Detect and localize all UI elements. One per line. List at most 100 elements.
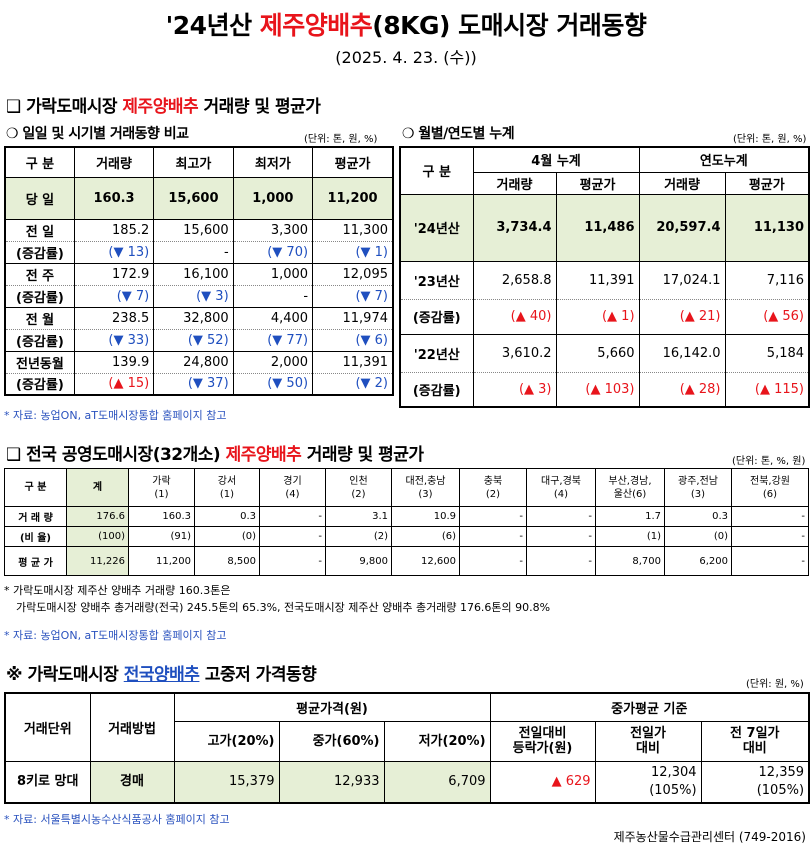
table-row: (증감률) (▲ 40) (▲ 1) (▲ 21) (▲ 56) bbox=[399, 299, 810, 335]
header-avg-price: 평균가 bbox=[555, 172, 640, 195]
cell-value: 1,000 bbox=[232, 263, 314, 286]
cell-value: (2) bbox=[325, 526, 392, 547]
cell-value: 8,700 bbox=[595, 546, 665, 576]
header-total: 계 bbox=[66, 468, 129, 507]
page-title: '24년산 제주양배추(8KG) 도매시장 거래동향 bbox=[165, 11, 647, 40]
cell-value: 2,658.8 bbox=[472, 261, 557, 300]
header-market: 대전,충남 (3) bbox=[391, 468, 460, 507]
cell-value: 16,142.0 bbox=[638, 334, 726, 373]
row-label: 전 일 bbox=[4, 219, 75, 242]
cell-change: (▼ 52) bbox=[153, 329, 234, 352]
table-header-row: 구 분 거래량 최고가 최저가 평균가 bbox=[4, 147, 394, 178]
cell-value: 3,734.4 bbox=[472, 194, 557, 262]
cell-change: (▲ 56) bbox=[724, 299, 810, 335]
row-sublabel: (증감률) bbox=[4, 285, 75, 308]
cell-change: (▼ 37) bbox=[153, 373, 234, 396]
cell-change: (▼ 6) bbox=[312, 329, 394, 352]
cell-value: - bbox=[526, 526, 596, 547]
cell-change: (▼ 77) bbox=[232, 329, 314, 352]
row-label: (비 율) bbox=[4, 526, 67, 547]
header-market: 대구,경북 (4) bbox=[526, 468, 596, 507]
header-category: 구 분 bbox=[4, 147, 75, 178]
cell-value: 0.3 bbox=[194, 506, 260, 527]
row-sublabel: (증감률) bbox=[399, 372, 474, 408]
row-sublabel: (증감률) bbox=[4, 241, 75, 264]
header-market: 부산,경남, 울산(6) bbox=[595, 468, 665, 507]
cell-value: 4,400 bbox=[232, 307, 314, 330]
cell-change: (▲ 103) bbox=[555, 372, 640, 408]
cell-value: 11,974 bbox=[312, 307, 394, 330]
cell-change: - bbox=[232, 285, 314, 308]
cell-prev-day: 12,304 (105%) bbox=[594, 760, 702, 804]
cell-value: - bbox=[259, 526, 326, 547]
table-row: (증감률) (▲ 3) (▲ 103) (▲ 28) (▲ 115) bbox=[399, 372, 810, 408]
table-header-row: 고가(20%) 중가(60%) 저가(20%) 전일대비 등락가(원) 전일가 … bbox=[5, 720, 810, 762]
header-category: 구 분 bbox=[4, 468, 67, 507]
source-note: * 자료: 농업ON, aT도매시장통합 홈페이지 참고 bbox=[4, 629, 227, 642]
cell-value: 5,184 bbox=[724, 334, 810, 373]
cell-value: - bbox=[459, 506, 527, 527]
header-market: 가락 (1) bbox=[128, 468, 195, 507]
table-row: (증감률) (▼ 7) (▼ 3) - (▼ 7) bbox=[4, 285, 394, 308]
cell-change: (▼ 70) bbox=[232, 241, 314, 264]
cell-value: 11,200 bbox=[312, 177, 394, 220]
table-row: '23년산 2,658.8 11,391 17,024.1 7,116 bbox=[399, 261, 810, 300]
row-label: '22년산 bbox=[399, 334, 474, 373]
cell-low: 6,709 bbox=[383, 760, 491, 804]
cell-value: (0) bbox=[664, 526, 732, 547]
cell-value: 185.2 bbox=[73, 219, 155, 242]
cell-change: - bbox=[153, 241, 234, 264]
header-high: 고가(20%) bbox=[173, 720, 280, 762]
header-volume: 거래량 bbox=[472, 172, 557, 195]
header-market: 경기 (4) bbox=[259, 468, 326, 507]
price-level-table: 거래단위 거래방법 평균가격(원) 중가평균 기준 고가(20%) 중가(60%… bbox=[4, 692, 811, 804]
cell-value: 12,600 bbox=[391, 546, 460, 576]
cell-value: - bbox=[731, 546, 809, 576]
table-header-row: 구 분 4월 누계 연도누계 bbox=[399, 147, 810, 195]
section2-title: ❑ 전국 공영도매시장(32개소) 제주양배추 거래량 및 평균가 bbox=[6, 445, 424, 465]
cell-value: 139.9 bbox=[73, 351, 155, 374]
report-date: (2025. 4. 23. (수)) bbox=[335, 48, 477, 67]
table-row: 평 균 가 11,226 11,200 8,500 - 9,800 12,600… bbox=[4, 546, 809, 576]
cell-change: (▲ 115) bbox=[724, 372, 810, 408]
cell-value: 0.3 bbox=[664, 506, 732, 527]
table-row: (증감률) (▲ 15) (▼ 37) (▼ 50) (▼ 2) bbox=[4, 373, 394, 396]
today-row: 당 일 160.3 15,600 1,000 11,200 bbox=[4, 177, 394, 220]
national-market-table: 구 분 계 가락 (1) 강서 (1) 경기 (4) 인천 (2) 대전,충남 … bbox=[4, 468, 809, 576]
table-header-row: 구 분 계 가락 (1) 강서 (1) 경기 (4) 인천 (2) 대전,충남 … bbox=[4, 468, 809, 507]
cell-value: 3.1 bbox=[325, 506, 392, 527]
cell-value: 11,391 bbox=[312, 351, 394, 374]
daily-trade-table: 구 분 거래량 최고가 최저가 평균가 당 일 160.3 15,600 1,0… bbox=[4, 146, 394, 396]
table-row: (비 율) (100) (91) (0) - (2) (6) - - (1) (… bbox=[4, 526, 809, 547]
cell-change: (▲ 15) bbox=[73, 373, 155, 396]
table-row: 전 주 172.9 16,100 1,000 12,095 bbox=[4, 263, 394, 286]
header-volume: 거래량 bbox=[73, 147, 155, 178]
header-april-cumulative: 4월 누계 bbox=[472, 147, 640, 173]
cell-value: (6) bbox=[391, 526, 460, 547]
table-header-row: 거래량 평균가 거래량 평균가 bbox=[400, 172, 810, 195]
volume-note-line1: * 가락도매시장 제주산 양배추 거래량 160.3톤은 bbox=[4, 584, 231, 597]
cell-value: 160.3 bbox=[73, 177, 155, 220]
header-avg-price: 평균가 bbox=[724, 172, 810, 195]
cell-value: 11,300 bbox=[312, 219, 394, 242]
table-row: 전 월 238.5 32,800 4,400 11,974 bbox=[4, 307, 394, 330]
cell-value: 17,024.1 bbox=[638, 261, 726, 300]
cell-value: (100) bbox=[66, 526, 129, 547]
cell-change: (▲ 21) bbox=[638, 299, 726, 335]
header-category: 구 분 bbox=[399, 147, 474, 195]
cell-value: 11,200 bbox=[128, 546, 195, 576]
cell-value: - bbox=[526, 546, 596, 576]
header-low: 저가(20%) bbox=[383, 720, 491, 762]
section3-title: ※ 가락도매시장 전국양배추 고중저 가격동향 bbox=[6, 665, 317, 685]
source-note: * 자료: 농업ON, aT도매시장통합 홈페이지 참고 bbox=[4, 409, 227, 422]
cell-value: (91) bbox=[128, 526, 195, 547]
cell-value: 8,500 bbox=[194, 546, 260, 576]
footer-contact: 제주농산물수급관리센터 (749-2016) bbox=[613, 830, 806, 844]
cell-change: (▼ 7) bbox=[312, 285, 394, 308]
cell-value: 11,130 bbox=[724, 194, 810, 262]
header-market: 전북,강원 (6) bbox=[731, 468, 809, 507]
cell-value: 160.3 bbox=[128, 506, 195, 527]
cell-change: (▲ 28) bbox=[638, 372, 726, 408]
header-year-cumulative: 연도누계 bbox=[638, 147, 810, 173]
cell-change: (▼ 33) bbox=[73, 329, 155, 352]
